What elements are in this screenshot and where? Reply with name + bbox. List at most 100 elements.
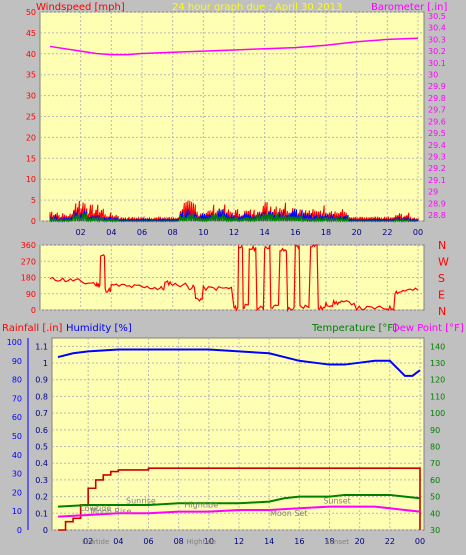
- y-rain-tick-label: 0.6: [35, 426, 48, 435]
- y-rain-tick-label: 0.5: [35, 443, 48, 452]
- x-tick-label: 06: [137, 228, 147, 237]
- x-tick-label: 12: [229, 228, 239, 237]
- y-right-tick-label: 29.2: [428, 164, 446, 173]
- y-temp-tick-label: 110: [430, 392, 445, 401]
- y-left-tick-label: 45: [26, 29, 36, 38]
- x-tick-label: 02: [76, 228, 86, 237]
- y-rain-tick-label: 0.1: [35, 509, 48, 518]
- y-left-tick-label: 40: [26, 50, 36, 59]
- event-annotation: Lowtide: [80, 504, 111, 513]
- y-rain-tick-label: 0: [43, 526, 48, 535]
- y-humidity-tick-label: 10: [12, 507, 22, 516]
- dewpoint-label: Dew Point [°F]: [392, 323, 464, 334]
- rainfall-series: [58, 467, 421, 531]
- compass-label: N: [438, 305, 446, 318]
- y-humidity-tick-label: 100: [7, 338, 22, 347]
- y-humidity-tick-label: 80: [12, 376, 22, 385]
- y-right-tick-label: 29.8: [428, 94, 446, 103]
- windspeed-label: Windspeed [mph]: [36, 2, 125, 13]
- y-rain-tick-label: 0.9: [35, 376, 48, 385]
- y-rain-tick-label: 1: [43, 359, 48, 368]
- y-tick-label: 90: [26, 290, 36, 299]
- y-temp-tick-label: 40: [430, 509, 440, 518]
- event-bottom-label: Hightide: [187, 538, 217, 546]
- y-tick-label: 180: [21, 274, 36, 283]
- event-annotation: Moon Set: [270, 509, 307, 518]
- x-tick-label: 10: [198, 228, 208, 237]
- event-annotation: Moon Rise: [90, 507, 131, 516]
- y-right-tick-label: 29.7: [428, 106, 446, 115]
- barometer-series: [49, 37, 419, 56]
- y-humidity-tick-label: 90: [12, 357, 22, 366]
- temperature-label: Temperature [°F]: [311, 323, 397, 334]
- x-tick-label: 08: [168, 228, 178, 237]
- y-rain-tick-label: 0.3: [35, 476, 48, 485]
- y-tick-label: 270: [21, 257, 36, 266]
- dewpoint-series: [57, 505, 421, 518]
- x-tick-label: 14: [260, 228, 270, 237]
- y-humidity-tick-label: 50: [12, 432, 22, 441]
- humidity-label: Humidity [%]: [66, 323, 132, 334]
- compass-label: W: [438, 256, 449, 269]
- y-humidity-tick-label: 30: [12, 470, 22, 479]
- y-humidity-tick-label: 70: [12, 394, 22, 403]
- x-tick-label: 16: [294, 537, 304, 546]
- y-humidity-tick-label: 60: [12, 413, 22, 422]
- y-left-tick-label: 50: [26, 8, 36, 17]
- compass-label: E: [438, 289, 445, 302]
- plot-area: [51, 337, 425, 531]
- wind-barometer-panel: 02 04 06 08 10 12 14 16 18 20 22 000510152025303540…: [26, 8, 446, 237]
- y-left-tick-label: 15: [26, 154, 36, 163]
- x-tick-label: 22: [385, 537, 395, 546]
- y-tick-label: 360: [21, 241, 36, 250]
- y-right-tick-label: 30: [428, 71, 438, 80]
- y-rain-tick-label: 0.7: [35, 409, 48, 418]
- x-tick-label: 08: [174, 537, 184, 546]
- y-temp-tick-label: 70: [430, 459, 440, 468]
- compass-label: S: [438, 272, 445, 285]
- y-right-tick-label: 29.6: [428, 117, 446, 126]
- x-tick-label: 18: [321, 228, 331, 237]
- x-tick-label: 14: [264, 537, 274, 546]
- x-tick-label: 06: [143, 537, 153, 546]
- y-right-tick-label: 29.4: [428, 141, 446, 150]
- y-rain-tick-label: 0.4: [35, 459, 48, 468]
- y-left-tick-label: 0: [31, 217, 36, 226]
- y-temp-tick-label: 120: [430, 376, 445, 385]
- event-annotation: Sunrise: [126, 497, 156, 506]
- x-tick-label: 04: [106, 228, 116, 237]
- y-temp-tick-label: 130: [430, 359, 445, 368]
- x-tick-label: 20: [352, 228, 362, 237]
- event-annotation: Sunset: [323, 497, 350, 506]
- y-rain-tick-label: 1.1: [35, 342, 48, 351]
- wind-low-series: [49, 212, 418, 223]
- y-right-tick-label: 29.3: [428, 152, 446, 161]
- event-annotation: Hightide: [184, 500, 218, 509]
- rain-humidity-temperature-panel: 02 04 06 08 10 12 14 16 18 20 22 000102030405060708…: [7, 337, 445, 546]
- y-rain-tick-label: 0.2: [35, 493, 48, 502]
- y-right-tick-label: 30.2: [428, 47, 446, 56]
- y-temp-tick-label: 50: [430, 493, 440, 502]
- y-right-tick-label: 30.1: [428, 59, 446, 68]
- barometer-label: Barometer [.in]: [371, 2, 447, 13]
- y-left-tick-label: 30: [26, 92, 36, 101]
- y-left-tick-label: 35: [26, 71, 36, 80]
- y-right-tick-label: 29: [428, 188, 438, 197]
- y-left-tick-label: 20: [26, 133, 36, 142]
- y-right-tick-label: 30.3: [428, 35, 446, 44]
- humidity-series: [57, 348, 421, 377]
- y-temp-tick-label: 90: [430, 426, 440, 435]
- wind-direction-series: [49, 244, 419, 313]
- rainfall-label: Rainfall [.in]: [2, 323, 63, 334]
- y-right-tick-label: 30.4: [428, 24, 446, 33]
- y-temp-tick-label: 100: [430, 409, 445, 418]
- y-right-tick-label: 29.9: [428, 82, 446, 91]
- x-tick-label: 16: [290, 228, 300, 237]
- y-temp-tick-label: 30: [430, 526, 440, 535]
- compass-label: N: [438, 239, 446, 252]
- y-right-tick-label: 28.8: [428, 211, 446, 220]
- x-tick-label: 12: [234, 537, 244, 546]
- y-left-tick-label: 5: [31, 196, 36, 205]
